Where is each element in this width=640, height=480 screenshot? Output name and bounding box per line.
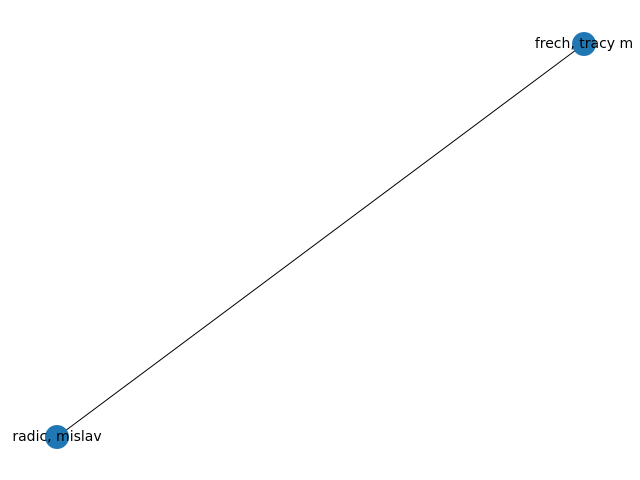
- graph-node-frech: [572, 32, 596, 56]
- labels-layer: frech, tracy m radic, mislav: [12, 36, 633, 445]
- graph-edge: [56, 43, 585, 438]
- graph-node-radic: [45, 425, 69, 449]
- node-label-frech: frech, tracy m: [535, 36, 633, 52]
- node-label-radic: radic, mislav: [12, 429, 101, 445]
- nodes-layer: [45, 32, 596, 449]
- edges-layer: [56, 43, 585, 438]
